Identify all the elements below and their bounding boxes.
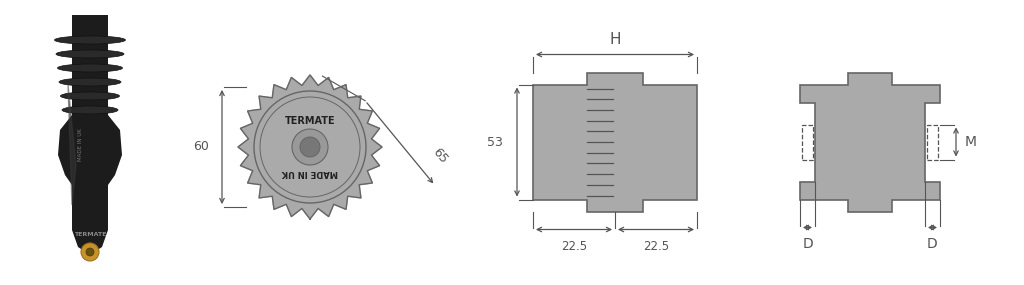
Text: H: H [609, 32, 621, 46]
Text: D: D [802, 237, 813, 251]
Text: TERMATE: TERMATE [285, 116, 335, 126]
Ellipse shape [54, 36, 126, 44]
Text: MADE IN UK: MADE IN UK [78, 129, 83, 161]
Text: 22.5: 22.5 [643, 239, 669, 253]
Polygon shape [238, 75, 382, 219]
Text: 22.5: 22.5 [561, 239, 587, 253]
Text: M: M [965, 135, 977, 149]
Bar [927, 125, 938, 160]
Circle shape [292, 129, 328, 165]
Polygon shape [800, 72, 940, 211]
Circle shape [81, 243, 99, 261]
Text: MADE IN UK: MADE IN UK [282, 168, 338, 178]
Ellipse shape [59, 78, 121, 86]
Polygon shape [58, 15, 122, 255]
Ellipse shape [57, 64, 123, 72]
Ellipse shape [56, 50, 124, 58]
Ellipse shape [62, 106, 118, 114]
Circle shape [300, 137, 319, 157]
Polygon shape [534, 72, 697, 211]
Polygon shape [68, 85, 76, 205]
Ellipse shape [60, 92, 120, 100]
Bar [802, 125, 813, 160]
Circle shape [86, 248, 94, 256]
Text: TERMATE: TERMATE [74, 233, 106, 237]
Text: 60: 60 [194, 141, 209, 154]
Text: 65: 65 [430, 145, 451, 166]
Text: 53: 53 [487, 135, 503, 148]
Text: D: D [927, 237, 938, 251]
